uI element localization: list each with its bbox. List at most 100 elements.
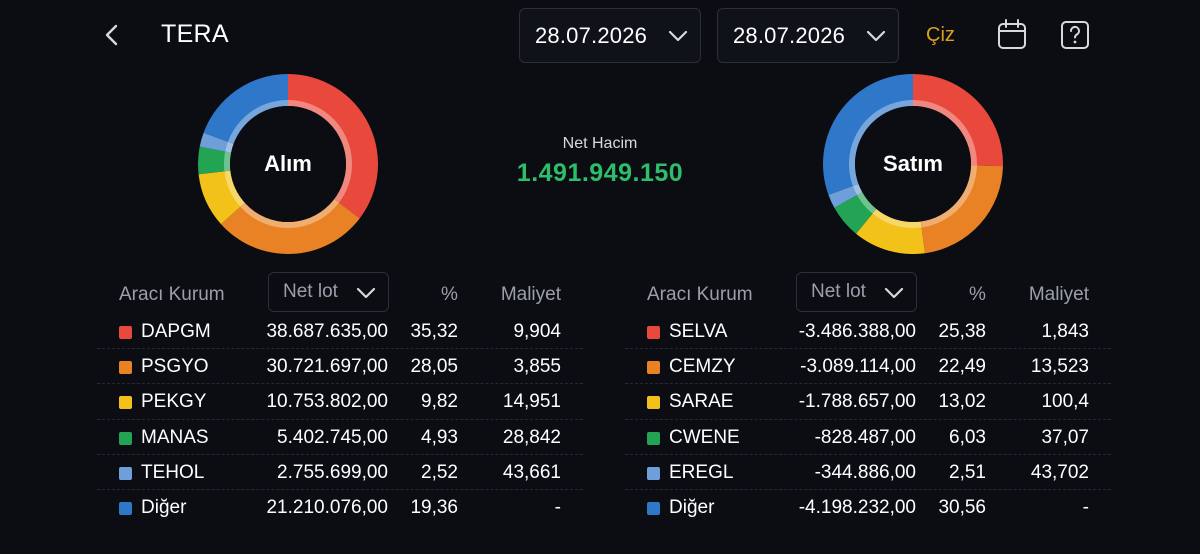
sell-slice-selva — [913, 74, 1003, 167]
buy-slice-diğer — [203, 74, 288, 144]
cost-value: 43,661 — [502, 461, 561, 483]
net-volume-label: Net Hacim — [562, 135, 638, 152]
broker-name: TEHOL — [141, 461, 205, 483]
sell-slice-diğer — [823, 74, 913, 195]
sell-slice-sarae — [856, 208, 925, 254]
buy-donut-hole — [230, 106, 346, 222]
chevron-down-icon — [866, 30, 886, 42]
table-row[interactable]: SARAE -1.788.657,00 13,02 100,4 — [625, 384, 1111, 420]
cost-value: 43,702 — [1030, 461, 1089, 483]
sell-slice-eregl — [828, 183, 863, 208]
cost-value: 100,4 — [1041, 391, 1089, 413]
net-lot-value: 30.721.697,00 — [266, 356, 388, 378]
buy-slice-psgyo — [220, 199, 360, 254]
percent-value: 22,49 — [938, 356, 986, 378]
buy-donut-svg — [198, 74, 378, 254]
percent-column-header: % — [969, 284, 986, 305]
table-row[interactable]: SELVA -3.486.388,00 25,38 1,843 — [625, 314, 1111, 350]
start-date-value: 28.07.2026 — [535, 22, 648, 48]
table-row[interactable]: TEHOL 2.755.699,00 2,52 43,661 — [97, 455, 583, 490]
sell-donut-hole — [855, 106, 971, 222]
table-row[interactable]: PEKGY 10.753.802,00 9,82 14,951 — [97, 384, 583, 420]
broker-name: DAPGM — [141, 321, 211, 342]
cost-value: 1,843 — [1041, 321, 1089, 342]
color-swatch — [647, 501, 660, 515]
table-row[interactable]: Diğer -4.198.232,00 30,56 - — [625, 490, 1111, 525]
buy-slice-highlight — [224, 151, 232, 172]
color-swatch — [647, 431, 660, 445]
buy-donut-chart: Alım — [198, 74, 378, 254]
percent-value: 13,02 — [938, 391, 986, 413]
calendar-icon — [998, 19, 1026, 49]
color-swatch — [647, 361, 660, 375]
sell-slice-highlight — [849, 100, 913, 186]
end-date-value: 28.07.2026 — [733, 22, 846, 48]
table-row[interactable]: MANAS 5.402.745,00 4,93 28,842 — [97, 420, 583, 455]
percent-value: 2,51 — [949, 461, 986, 483]
end-date-select[interactable]: 28.07.2026 — [717, 8, 899, 63]
cost-value: - — [1082, 496, 1089, 518]
color-swatch — [647, 326, 660, 339]
sell-slice-highlight — [913, 100, 977, 166]
net-lot-value: 21.210.076,00 — [266, 496, 388, 518]
sell-slice-cemzy — [920, 165, 1003, 254]
sell-slice-highlight — [920, 165, 977, 228]
chevron-down-icon — [668, 30, 688, 42]
chevron-left-icon — [105, 24, 118, 46]
broker-name: CWENE — [669, 426, 740, 448]
buy-slice-highlight — [240, 199, 340, 229]
cost-value: - — [554, 496, 561, 518]
table-row[interactable]: EREGL -344.886,00 2,51 43,702 — [625, 455, 1111, 490]
percent-value: 9,82 — [421, 391, 458, 413]
draw-button[interactable]: Çiz — [926, 24, 955, 46]
table-row[interactable]: CWENE -828.487,00 6,03 37,07 — [625, 420, 1111, 455]
net-lot-value: 2.755.699,00 — [277, 461, 388, 483]
cost-column-header: Maliyet — [1028, 284, 1089, 305]
cost-value: 9,904 — [513, 321, 561, 342]
start-date-select[interactable]: 28.07.2026 — [519, 8, 701, 63]
sell-donut-chart: Satım — [823, 74, 1003, 254]
color-swatch — [119, 501, 132, 515]
cost-value: 3,855 — [513, 356, 561, 378]
net-lot-value: 10.753.802,00 — [266, 391, 388, 413]
calendar-button[interactable] — [997, 18, 1027, 52]
help-button[interactable] — [1060, 18, 1090, 52]
buy-slice-highlight — [227, 100, 288, 144]
net-lot-value: -3.486.388,00 — [798, 321, 916, 342]
table-row[interactable]: CEMZY -3.089.114,00 22,49 13,523 — [625, 349, 1111, 385]
broker-name: SELVA — [669, 321, 728, 342]
sell-slice-cwene — [834, 192, 877, 234]
net-lot-value: -3.089.114,00 — [800, 356, 916, 378]
net-lot-value: -1.788.657,00 — [798, 391, 916, 413]
broker-column-header: Aracı Kurum — [647, 284, 753, 305]
net-lot-value: 38.687.635,00 — [266, 321, 388, 342]
cost-column-header: Maliyet — [500, 284, 561, 305]
table-row[interactable]: Diğer 21.210.076,00 19,36 - — [97, 490, 583, 525]
broker-name: Diğer — [141, 496, 187, 518]
color-swatch — [119, 361, 132, 375]
buy-slice-pekgy — [198, 170, 245, 225]
broker-name: PSGYO — [141, 356, 209, 378]
percent-value: 19,36 — [410, 496, 458, 518]
sell-slice-highlight — [852, 183, 863, 196]
sell-table-header: Aracı Kurum Net lot % Maliyet — [625, 272, 1111, 314]
color-swatch — [119, 396, 132, 410]
help-icon — [1061, 21, 1089, 49]
net-lot-select[interactable]: Net lot — [796, 272, 917, 312]
buy-slice-manas — [198, 146, 232, 175]
net-lot-select[interactable]: Net lot — [268, 272, 389, 312]
net-volume: Net Hacim 1.491.949.150 — [480, 135, 720, 188]
broker-name: EREGL — [669, 461, 734, 483]
buy-slice-highlight — [225, 141, 234, 153]
broker-name: PEKGY — [141, 391, 207, 413]
sell-donut-svg — [823, 74, 1003, 254]
table-row[interactable]: PSGYO 30.721.697,00 28,05 3,855 — [97, 349, 583, 385]
back-button[interactable] — [100, 20, 124, 50]
chevron-down-icon — [884, 287, 904, 299]
net-lot-value: -344.886,00 — [814, 461, 916, 483]
table-row[interactable]: DAPGM 38.687.635,00 35,32 9,904 — [97, 314, 583, 350]
sell-table: Aracı Kurum Net lot % Maliyet SELVA -3.4… — [625, 272, 1111, 525]
chevron-down-icon — [356, 287, 376, 299]
color-swatch — [119, 326, 132, 339]
buy-donut-label: Alım — [264, 151, 312, 176]
